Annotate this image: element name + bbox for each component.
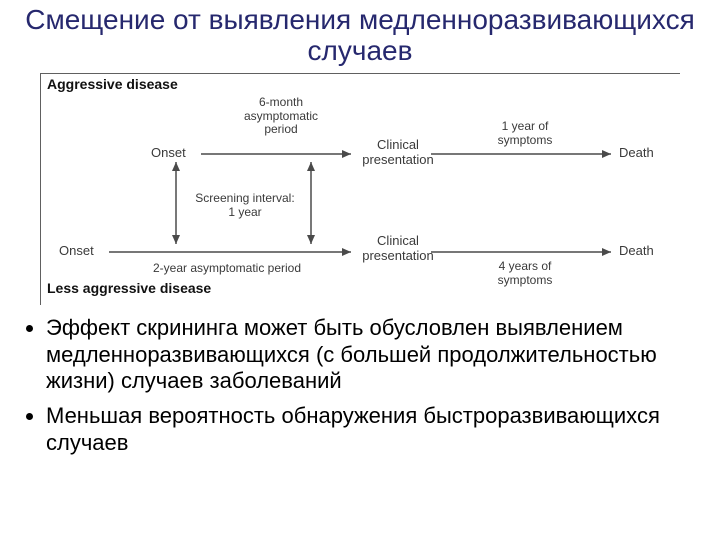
top-one-year: 1 year of symptoms [489, 120, 561, 148]
bot-onset: Onset [59, 244, 94, 259]
top-six-month: 6-month asymptomatic period [227, 96, 335, 137]
top-seg1-arrow [201, 147, 351, 161]
bot-seg2-arrow [431, 245, 611, 259]
top-clinical: Clinical presentation [355, 138, 441, 168]
bot-four-years: 4 years of symptoms [489, 260, 561, 288]
top-seg2-arrow [431, 147, 611, 161]
vertical-2-arrow [304, 162, 318, 244]
bot-clinical: Clinical presentation [355, 234, 441, 264]
bot-death: Death [619, 244, 654, 259]
vertical-1-arrow [169, 162, 183, 244]
bot-seg1-arrow [109, 245, 351, 259]
top-death: Death [619, 146, 654, 161]
bullet-list: Эффект скрининга может быть обусловлен в… [20, 315, 700, 457]
label-aggressive: Aggressive disease [47, 76, 178, 92]
bullet-1: Эффект скрининга может быть обусловлен в… [46, 315, 692, 395]
slide-title: Смещение от выявления медленноразвивающи… [20, 4, 700, 67]
screening-label: Screening interval: 1 year [187, 192, 303, 220]
bullet-2: Меньшая вероятность обнаружения быстрора… [46, 403, 692, 457]
bias-diagram: Aggressive disease Less aggressive disea… [40, 73, 680, 305]
label-less-aggressive: Less aggressive disease [47, 280, 211, 296]
bot-two-year: 2-year asymptomatic period [137, 262, 317, 276]
top-onset: Onset [151, 146, 186, 161]
